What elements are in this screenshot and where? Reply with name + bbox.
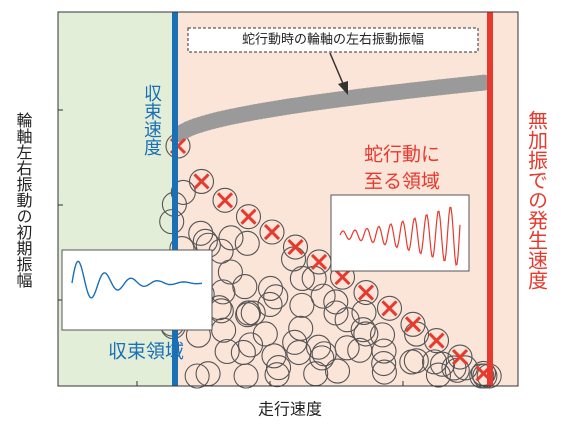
amplitude-circle (184, 363, 210, 389)
hunting-region: 蛇行動に (364, 144, 440, 166)
amplitude-circle (400, 311, 426, 337)
amplitude-circle (353, 321, 379, 347)
amplitude-circle (235, 302, 261, 328)
amplitude-circle (421, 349, 448, 375)
amplitude-circle (376, 295, 403, 321)
amplitude-circle (371, 359, 397, 385)
x-mark (193, 173, 210, 190)
amplitude-circle (334, 335, 360, 361)
frame (57, 11, 519, 387)
convergence-region: 収束領域 (108, 341, 184, 363)
amplitude-circle (264, 362, 290, 388)
amplitude-circle (309, 345, 335, 371)
callout-arrow (329, 52, 345, 87)
amplitude-circle (252, 321, 278, 347)
x-mark (357, 284, 375, 301)
amplitude-circle (425, 362, 451, 388)
amplitude-circle (159, 209, 185, 235)
amplitude-circle (371, 338, 397, 364)
x-mark (404, 316, 422, 333)
arrow-head (338, 81, 348, 95)
amplitude-circle (403, 348, 429, 374)
converge-inset (61, 249, 213, 331)
amplitude-circle (259, 219, 285, 245)
amplitude-circle (371, 350, 397, 377)
callout-box (187, 27, 479, 53)
hunting-region: 至る領域 (364, 171, 440, 193)
decay-wave (71, 260, 203, 299)
amplitude-circle (323, 289, 349, 315)
amplitude-circle (263, 284, 289, 310)
hunting-inset (330, 194, 470, 272)
amplitude-circle (266, 355, 292, 381)
x-mark (310, 253, 328, 271)
amplitude-circle (235, 204, 262, 230)
amplitude-circle (218, 225, 244, 251)
amplitude-circle (257, 291, 283, 318)
x-axis-label: 走行速度 (258, 400, 322, 419)
callout-text: 蛇行動時の輪軸の左右振動振幅 (242, 32, 424, 48)
amplitude-circle (350, 317, 376, 343)
growth-wave (339, 206, 461, 266)
amplitude-circle (310, 283, 336, 309)
y-axis-label: 輪軸左右振動の初期振幅 (14, 112, 33, 288)
x-mark (240, 208, 257, 225)
amplitude-circle (188, 220, 214, 246)
amplitude-circle (232, 274, 258, 300)
amplitude-circle (353, 279, 379, 306)
amplitude-circle (188, 168, 215, 194)
amplitude-circle (235, 300, 261, 326)
amplitude-circle (469, 363, 495, 389)
x-mark (216, 192, 234, 209)
amplitude-circle (238, 332, 264, 358)
amplitude-circle (282, 329, 308, 355)
right-bg (490, 12, 518, 386)
amplitude-circle (230, 339, 256, 366)
amplitude-circle (306, 334, 332, 360)
amplitude-circle (323, 300, 349, 326)
amplitude-circle (289, 265, 315, 291)
x-mark (287, 238, 304, 256)
amplitude-circle (217, 259, 243, 285)
x-mark (381, 300, 398, 317)
x-mark (451, 348, 469, 366)
amplitude-circle (234, 230, 260, 256)
amplitude-circle (170, 179, 196, 205)
amplitude-circle (447, 344, 473, 370)
amplitude-circle (324, 358, 351, 384)
amplitude-circle (257, 275, 284, 301)
amplitude-circle (289, 292, 315, 318)
amplitude-circle (212, 187, 238, 213)
amplitude-circle (423, 328, 450, 354)
x-mark (428, 332, 445, 349)
x-mark (334, 269, 351, 286)
amplitude-circle (282, 234, 309, 260)
amplitude-circle (470, 360, 497, 387)
amplitude-circle (261, 343, 287, 369)
amplitude-circle (369, 322, 396, 348)
x-mark (263, 223, 281, 241)
amplitude-circle (351, 299, 377, 325)
amplitude-circle (214, 338, 240, 365)
amplitude-circle (288, 315, 314, 341)
convergence-speed: 収束速度 (141, 84, 162, 156)
onset-speed: 無加振での発生速度 (525, 110, 549, 290)
